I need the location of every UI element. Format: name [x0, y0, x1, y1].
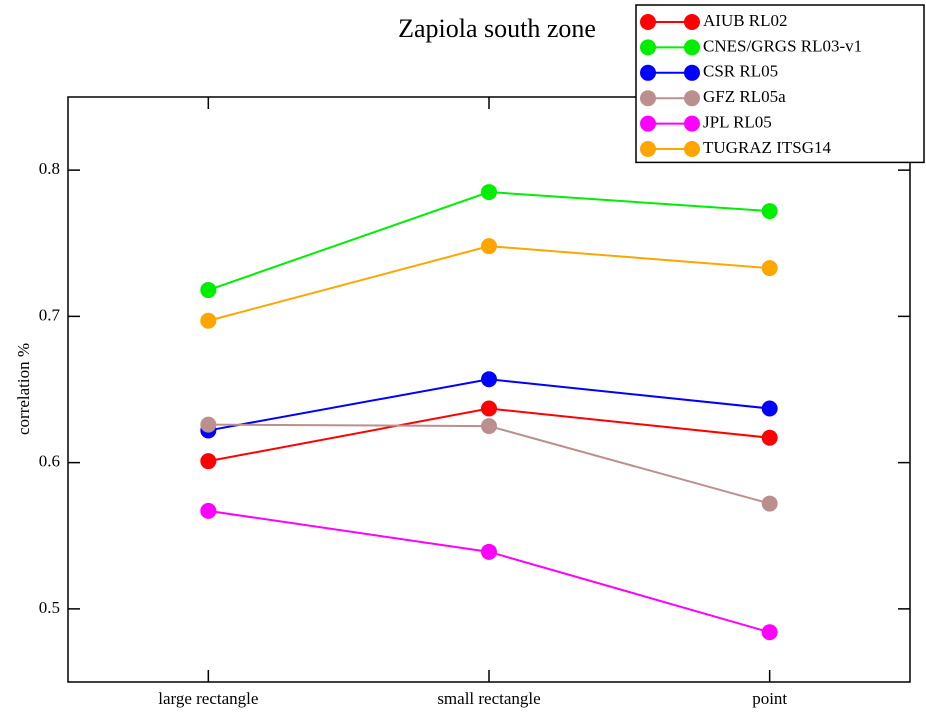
data-point — [200, 282, 217, 299]
data-point — [481, 238, 497, 255]
y-tick-label: 0.8 — [39, 159, 60, 178]
series-line — [208, 245, 770, 322]
legend-label: CNES/GRGS RL03-v1 — [703, 36, 862, 55]
legend-marker — [640, 39, 656, 56]
chart-title: Zapiola south zone — [398, 14, 596, 43]
data-point — [761, 429, 778, 446]
data-point — [200, 502, 217, 519]
data-point — [200, 416, 217, 433]
legend-marker — [640, 64, 656, 81]
data-point — [761, 260, 778, 277]
data-point — [481, 371, 497, 388]
data-point — [481, 418, 497, 435]
y-tick-label: 0.6 — [39, 452, 60, 471]
y-axis-label: correlation % — [14, 343, 33, 435]
legend-marker — [684, 115, 700, 132]
data-point — [761, 203, 778, 220]
data-point — [761, 400, 778, 417]
y-tick-label: 0.7 — [39, 305, 61, 324]
y-tick-label: 0.5 — [39, 598, 60, 617]
data-point — [761, 624, 778, 641]
data-point — [200, 453, 217, 470]
data-point — [761, 495, 778, 512]
legend-box — [635, 4, 925, 164]
legend-label: CSR RL05 — [703, 62, 778, 81]
legend-marker — [640, 115, 656, 132]
series-line — [208, 423, 770, 505]
legend-marker — [684, 14, 700, 30]
data-point — [481, 184, 497, 201]
data-point — [481, 400, 497, 417]
legend-marker — [640, 141, 656, 157]
legend-label: AIUB RL02 — [703, 11, 788, 30]
x-tick-label: point — [752, 689, 787, 708]
legend-marker — [640, 90, 656, 107]
data-point — [481, 543, 497, 560]
legend-marker — [684, 141, 700, 157]
legend-marker — [684, 90, 700, 107]
legend-marker — [684, 39, 700, 56]
legend-marker — [640, 14, 656, 30]
x-tick-label: small rectangle — [437, 689, 540, 708]
data-point — [200, 312, 217, 329]
legend-marker — [684, 64, 700, 81]
legend-label: GFZ RL05a — [703, 87, 786, 106]
legend-label: JPL RL05 — [703, 113, 772, 132]
legend-label: TUGRAZ ITSG14 — [703, 138, 831, 157]
series-line — [208, 509, 770, 634]
x-tick-label: large rectangle — [158, 689, 258, 708]
